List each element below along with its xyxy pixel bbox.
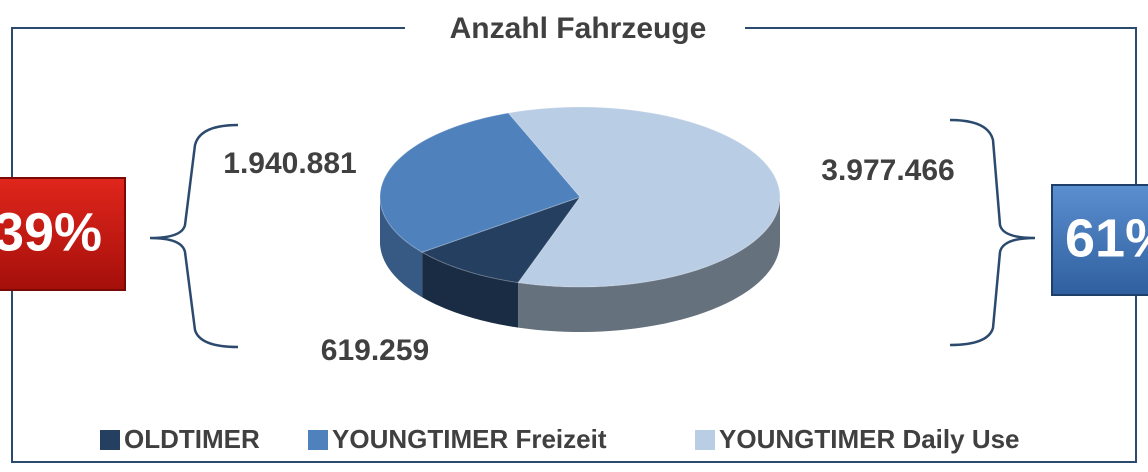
value-label: 1.940.881 bbox=[223, 147, 356, 180]
pie-side bbox=[422, 252, 519, 328]
left-bracket bbox=[149, 123, 239, 349]
legend-label: YOUNGTIMER Daily Use bbox=[719, 424, 1020, 454]
share-left: 39% bbox=[0, 202, 102, 262]
pie-side bbox=[518, 197, 780, 332]
legend: OLDTIMER YOUNGTIMER Freizeit YOUNGTIMER Da… bbox=[100, 424, 1020, 454]
legend-label: OLDTIMER bbox=[124, 424, 260, 454]
pie-slice bbox=[420, 196, 582, 284]
value-label: 3.977.466 bbox=[821, 154, 954, 187]
pie bbox=[379, 106, 781, 332]
share-right: 61% bbox=[1065, 208, 1148, 268]
legend-swatch bbox=[100, 430, 120, 450]
title-background bbox=[405, 10, 745, 50]
legend-swatch bbox=[695, 430, 715, 450]
share-box-left bbox=[0, 177, 126, 291]
value-label: 619.259 bbox=[321, 334, 429, 367]
pie-side bbox=[380, 197, 423, 298]
legend-swatch bbox=[308, 430, 328, 450]
chart-title: Anzahl Fahrzeuge bbox=[450, 12, 707, 45]
legend-label: YOUNGTIMER Freizeit bbox=[332, 424, 607, 454]
share-box-right bbox=[1051, 184, 1148, 296]
right-bracket bbox=[949, 118, 1036, 347]
pie-slice bbox=[507, 106, 781, 288]
pie-slice bbox=[379, 112, 581, 253]
